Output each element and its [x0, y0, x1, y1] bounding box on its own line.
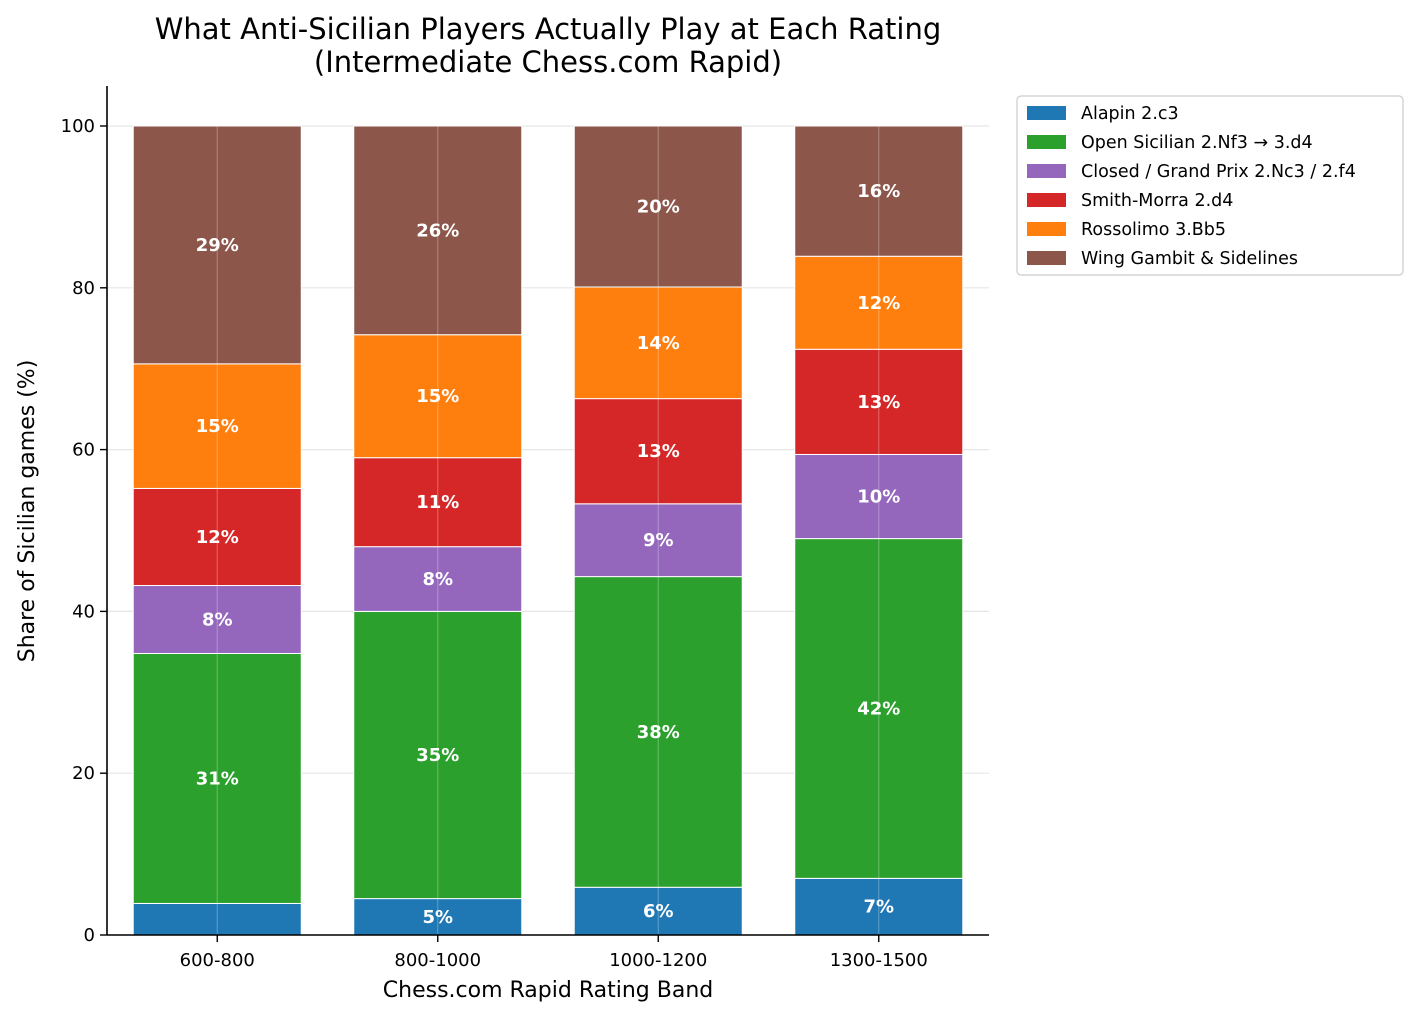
bar-label-3-4: 12%: [857, 293, 900, 314]
legend-label-0: Alapin 2.c3: [1081, 104, 1179, 124]
legend-label-2: Closed / Grand Prix 2.Nc3 / 2.f4: [1081, 162, 1356, 182]
bar-3-series-2: [794, 453, 964, 540]
bar-label-1-0: 5%: [422, 907, 453, 928]
bar-label-0-3: 12%: [196, 527, 239, 548]
legend-swatch-5: [1027, 251, 1066, 265]
legend-frame: [1016, 95, 1404, 276]
bar-label-2-2: 9%: [643, 530, 674, 551]
bar-label-1-5: 26%: [416, 220, 459, 241]
bar-label-3-5: 16%: [857, 181, 900, 202]
x-tick-label-2: 1000-1200: [609, 950, 707, 971]
bars: [132, 125, 964, 936]
y-axis-label: Share of Sicilian games (%): [15, 360, 40, 663]
bar-2-series-4: [573, 286, 743, 400]
x-tick-label-1: 800-1000: [394, 950, 481, 971]
y-tick-label-5: 100: [61, 116, 95, 137]
bar-1-series-4: [353, 334, 523, 459]
bar-0-series-2: [132, 585, 302, 654]
bar-1-series-0: [353, 898, 523, 936]
bar-label-2-3: 13%: [637, 441, 680, 462]
x-axis-label: Chess.com Rapid Rating Band: [383, 978, 713, 1003]
y-tick-label-1: 20: [72, 763, 95, 784]
bar-0-series-5: [132, 125, 302, 365]
legend-label-1: Open Sicilian 2.Nf3 → 3.d4: [1081, 133, 1313, 153]
bar-label-0-2: 8%: [202, 609, 233, 630]
bar-1-series-5: [353, 125, 523, 336]
bar-label-2-4: 14%: [637, 333, 680, 354]
bar-2-series-1: [573, 576, 743, 888]
y-tick-label-3: 60: [72, 440, 95, 461]
bar-3-series-0: [794, 877, 964, 936]
legend-swatch-4: [1027, 222, 1066, 236]
bar-1-series-1: [353, 610, 523, 900]
x-tick-label-3: 1300-1500: [830, 950, 928, 971]
bar-2-series-2: [573, 503, 743, 578]
bar-label-3-3: 13%: [857, 392, 900, 413]
bar-label-3-1: 42%: [857, 698, 900, 719]
bar-label-0-5: 29%: [196, 235, 239, 256]
chart-title-line-2: (Intermediate Chess.com Rapid): [314, 45, 782, 79]
vertical-grid-lines: [216, 86, 880, 935]
x-tick-label-0: 600-800: [180, 950, 255, 971]
bar-3-series-1: [794, 538, 964, 879]
bar-2-series-5: [573, 125, 743, 288]
legend-swatch-0: [1027, 106, 1066, 120]
bar-1-series-2: [353, 546, 523, 612]
legend-swatch-1: [1027, 135, 1066, 149]
y-tick-label-0: 0: [84, 925, 95, 946]
bar-3-series-4: [794, 255, 964, 350]
legend-swatch-3: [1027, 193, 1066, 207]
legend-label-3: Smith-Morra 2.d4: [1081, 191, 1233, 211]
bar-0-series-4: [132, 363, 302, 489]
bar-labels: 31% 8% 12% 15% 29% 5% 35% 8% 11% 15% 26% 6% 38% 9% 13%…: [196, 181, 901, 928]
bar-2-series-0: [573, 886, 743, 936]
bar-3-series-3: [794, 348, 964, 455]
bar-label-0-4: 15%: [196, 416, 239, 437]
y-tick-label-4: 80: [72, 278, 95, 299]
bar-label-2-0: 6%: [643, 901, 674, 922]
bar-label-2-1: 38%: [637, 722, 680, 743]
bar-2-series-3: [573, 398, 743, 505]
bar-1-series-3: [353, 457, 523, 548]
bar-label-0-1: 31%: [196, 768, 239, 789]
bar-0-series-1: [132, 652, 302, 904]
legend: Alapin 2.c3 Open Sicilian 2.Nf3 → 3.d4 Clo…: [1016, 95, 1404, 276]
y-tick-label-2: 40: [72, 601, 95, 622]
legend-swatch-2: [1027, 164, 1066, 178]
x-ticks: 600-800 800-1000 1000-1200 1300-1500: [180, 935, 928, 971]
y-ticks: 0 20 40 60 80 100: [61, 116, 107, 946]
bar-label-1-2: 8%: [422, 569, 453, 590]
bar-label-3-0: 7%: [863, 897, 894, 918]
bar-label-1-1: 35%: [416, 745, 459, 766]
bar-label-3-2: 10%: [857, 487, 900, 508]
bar-label-1-3: 11%: [416, 492, 459, 513]
bar-label-2-5: 20%: [637, 196, 680, 217]
bar-3-series-5: [794, 125, 964, 257]
chart-title-line-1: What Anti-Sicilian Players Actually Play…: [155, 12, 942, 46]
legend-label-5: Wing Gambit & Sidelines: [1081, 249, 1298, 269]
bar-label-1-4: 15%: [416, 386, 459, 407]
legend-label-4: Rossolimo 3.Bb5: [1081, 220, 1226, 240]
